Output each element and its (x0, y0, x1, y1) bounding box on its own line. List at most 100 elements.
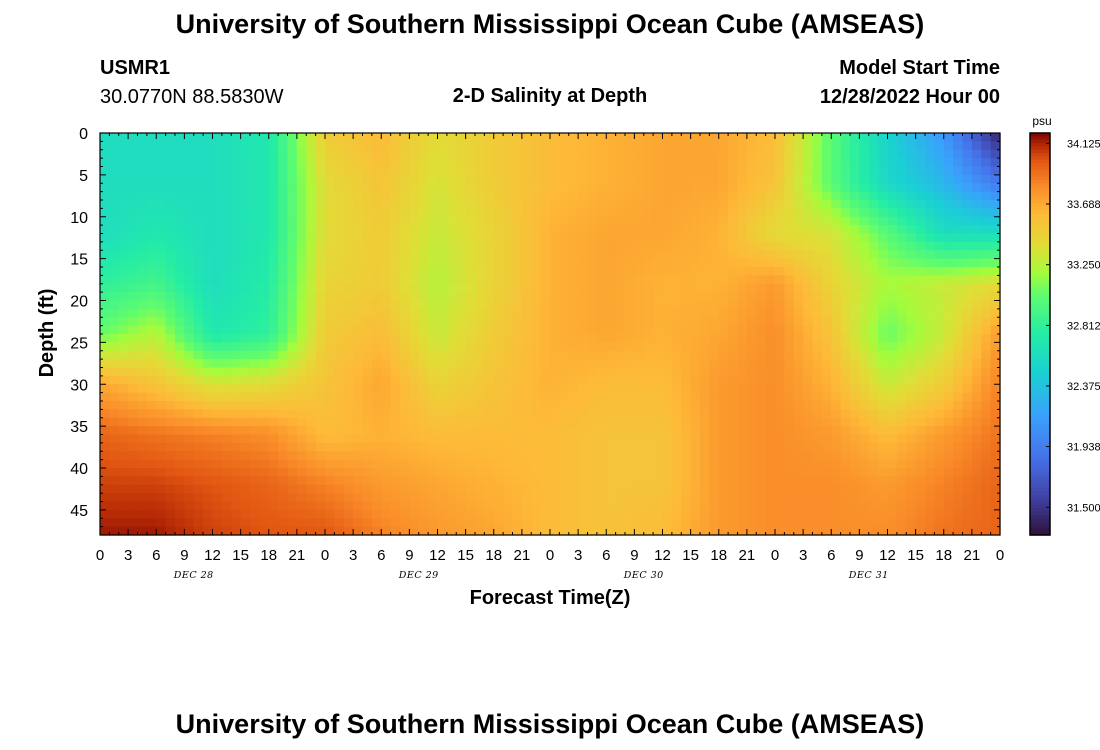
heatmap-cell (746, 417, 757, 427)
heatmap-cell (109, 292, 120, 302)
heatmap-cell (118, 308, 129, 318)
heatmap-cell (700, 392, 710, 402)
heatmap-cell (606, 442, 617, 452)
heatmap-cell (643, 442, 654, 452)
x-tick-label: 6 (602, 547, 610, 564)
heatmap-cell (418, 509, 429, 519)
heatmap-cell (503, 225, 514, 235)
heatmap-cell (634, 518, 645, 528)
heatmap-cell (587, 258, 598, 268)
heatmap-cell (681, 233, 692, 243)
heatmap-cell (887, 233, 898, 243)
heatmap-cell (878, 174, 889, 184)
heatmap-cell (840, 334, 851, 343)
heatmap-cell (493, 359, 504, 369)
heatmap-cell (175, 434, 185, 444)
heatmap-cell (240, 308, 251, 318)
heatmap-cell (128, 493, 139, 503)
heatmap-cell (175, 476, 185, 486)
heatmap-cell (306, 225, 317, 235)
heatmap-cell (503, 417, 514, 427)
heatmap-cell (503, 300, 514, 310)
heatmap-cell (803, 451, 814, 461)
heatmap-cell (596, 308, 607, 318)
heatmap-cell (231, 300, 242, 310)
x-tick-label: 0 (996, 547, 1004, 564)
heatmap-cell (915, 183, 926, 193)
heatmap-cell (943, 149, 954, 159)
heatmap-cell (615, 233, 626, 243)
heatmap-cell (259, 417, 270, 427)
heatmap-cell (203, 468, 214, 477)
heatmap-cell (484, 275, 495, 285)
heatmap-cell (334, 367, 345, 377)
heatmap-cell (606, 275, 617, 285)
heatmap-cell (746, 409, 757, 419)
heatmap-cell (118, 434, 129, 444)
heatmap-cell (428, 208, 439, 218)
heatmap-cell (315, 166, 326, 176)
heatmap-cell (390, 451, 401, 461)
heatmap-cell (240, 233, 251, 243)
heatmap-cell (643, 509, 654, 519)
heatmap-cell (381, 442, 392, 452)
heatmap-cell (746, 317, 757, 327)
heatmap-cell (203, 325, 214, 335)
heatmap-cell (550, 468, 560, 477)
heatmap-cell (971, 426, 982, 436)
heatmap-cell (212, 334, 223, 343)
heatmap-cell (137, 174, 148, 184)
heatmap-cell (775, 225, 785, 235)
heatmap-cell (128, 216, 139, 226)
heatmap-cell (371, 233, 382, 243)
heatmap-cell (634, 174, 645, 184)
heatmap-cell (859, 501, 870, 511)
heatmap-cell (821, 401, 832, 410)
heatmap-cell (446, 484, 457, 494)
heatmap-cell (981, 166, 992, 176)
heatmap-cell (793, 149, 804, 159)
heatmap-cell (953, 434, 964, 444)
heatmap-cell (587, 342, 598, 352)
heatmap-cell (718, 493, 729, 503)
heatmap-cell (990, 409, 1001, 419)
heatmap-cell (428, 367, 439, 377)
heatmap-cell (456, 292, 467, 302)
heatmap-cell (737, 158, 748, 168)
heatmap-cell (493, 149, 504, 159)
heatmap-cell (540, 526, 551, 536)
heatmap-cell (165, 426, 176, 436)
heatmap-cell (756, 241, 767, 251)
heatmap-cell (175, 149, 185, 159)
heatmap-cell (390, 200, 401, 209)
heatmap-cell (643, 476, 654, 486)
heatmap-cell (868, 409, 879, 419)
heatmap-cell (953, 317, 964, 327)
heatmap-cell (128, 158, 139, 168)
heatmap-cell (212, 292, 223, 302)
heatmap-cell (475, 275, 485, 285)
heatmap-cell (146, 275, 157, 285)
heatmap-cell (709, 484, 720, 494)
heatmap-cell (240, 526, 251, 536)
heatmap-cell (512, 426, 523, 436)
heatmap-cell (671, 141, 682, 151)
heatmap-cell (812, 275, 823, 285)
heatmap-cell (400, 191, 410, 201)
heatmap-cell (409, 183, 420, 193)
heatmap-cell (625, 183, 635, 193)
heatmap-cell (418, 476, 429, 486)
heatmap-cell (456, 484, 467, 494)
heatmap-cell (784, 484, 795, 494)
heatmap-cell (868, 292, 879, 302)
heatmap-cell (943, 409, 954, 419)
heatmap-cell (906, 451, 917, 461)
heatmap-cell (840, 509, 851, 519)
heatmap-cell (671, 392, 682, 402)
heatmap-cell (690, 191, 701, 201)
heatmap-cell (334, 283, 345, 293)
heatmap-cell (643, 233, 654, 243)
heatmap-cell (746, 233, 757, 243)
heatmap-cell (381, 417, 392, 427)
heatmap-cell (784, 325, 795, 335)
